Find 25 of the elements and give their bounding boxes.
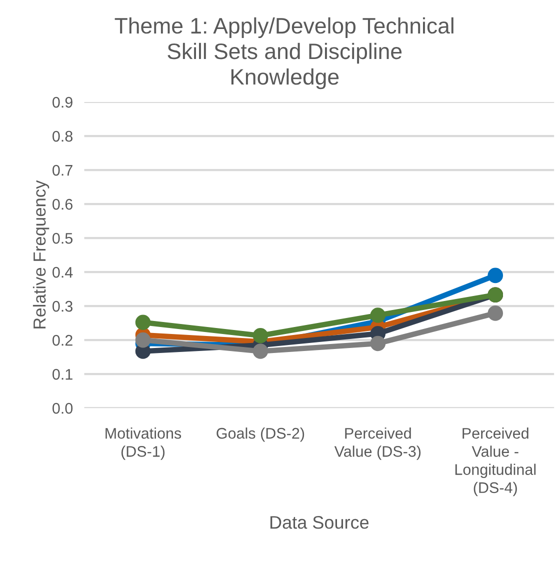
y-tick-label: 0.6 <box>52 198 72 210</box>
y-tick-label: 0.3 <box>52 300 72 312</box>
x-tick-label: Perceived Value (DS-3) <box>334 428 421 460</box>
y-tick-label: 0.5 <box>52 232 73 244</box>
x-tick-label: Perceived Value - Longitudinal (DS-4) <box>455 428 536 496</box>
x-tick-label: Goals (DS-2) <box>216 428 304 442</box>
point <box>370 308 386 323</box>
y-tick-label: 0.8 <box>52 130 72 142</box>
chart-title: Theme 1: Apply/Develop Technical Skill Sets and Discipline Knowledge <box>114 17 454 90</box>
point <box>135 314 151 330</box>
y-tick-label: 0.4 <box>52 266 73 278</box>
point <box>135 332 151 348</box>
y-tick-label: 0.2 <box>52 334 72 346</box>
y-tick-label: 0.9 <box>52 96 72 108</box>
y-tick-label: 0.7 <box>52 164 72 176</box>
point <box>370 336 386 352</box>
point <box>488 306 504 321</box>
x-tick-label: Motivations (DS-1) <box>106 428 182 460</box>
point <box>252 328 268 344</box>
y-tick-label: 0.1 <box>52 368 72 380</box>
x-axis-title: Data Source <box>270 516 369 529</box>
y-axis-title: Relative Frequency <box>32 180 50 328</box>
y-tick-label: 0.0 <box>52 402 73 414</box>
point <box>488 268 504 284</box>
point <box>252 344 268 359</box>
